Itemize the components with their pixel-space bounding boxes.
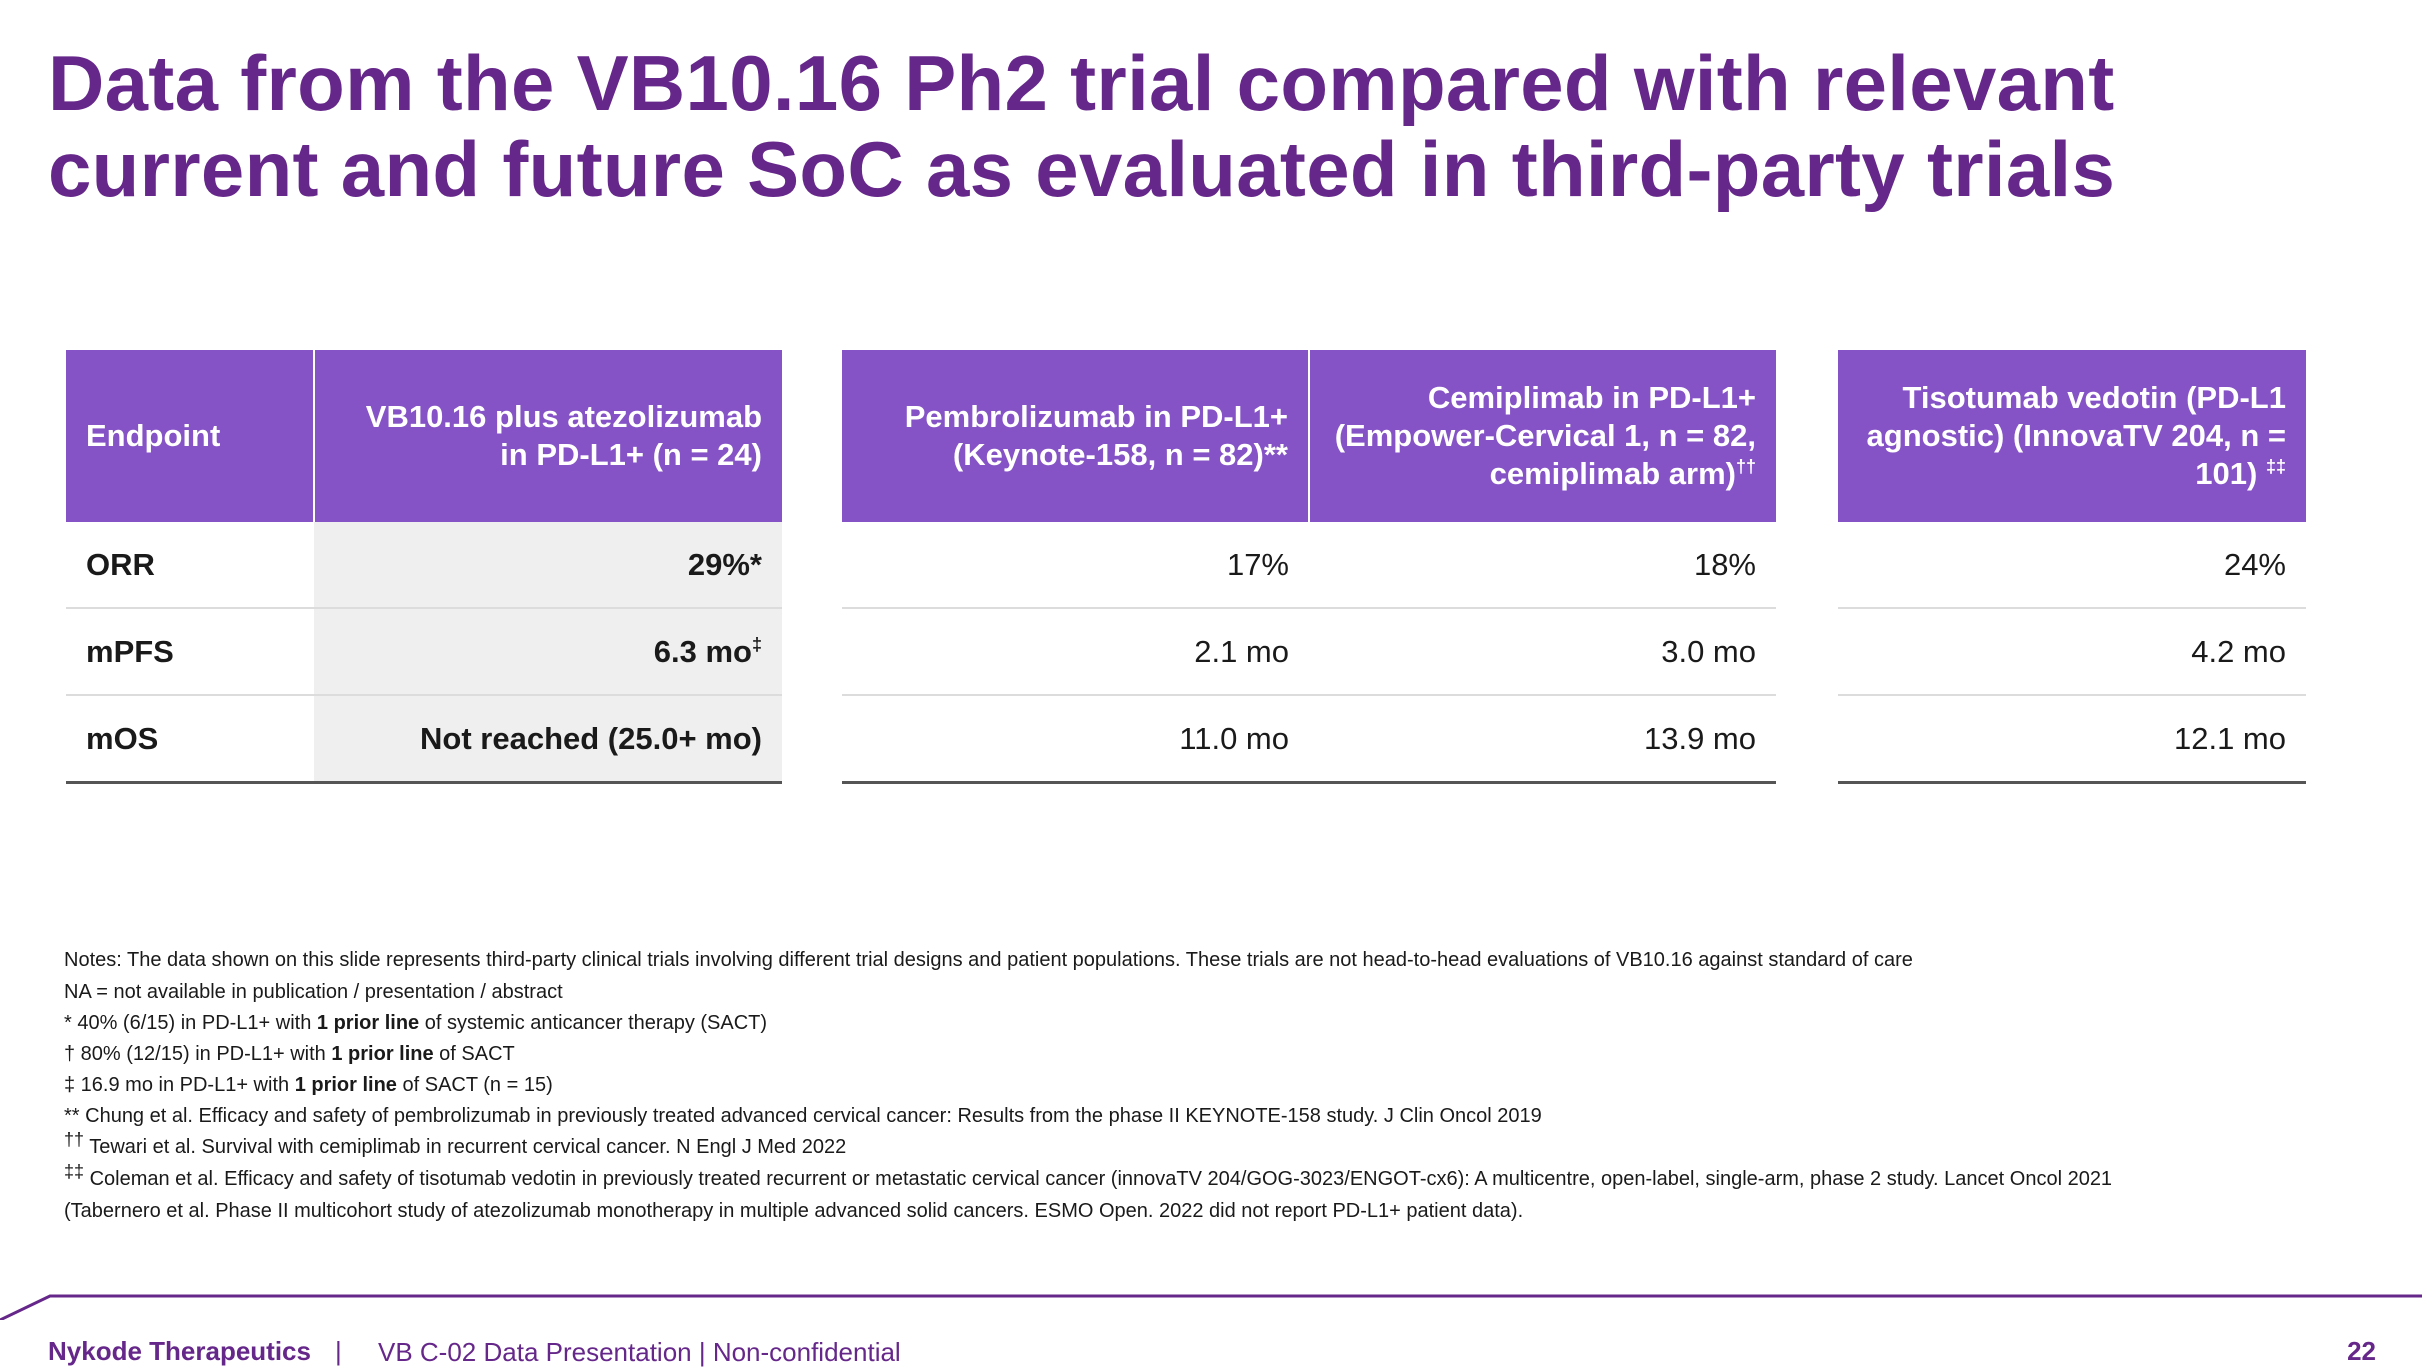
- footnote-mark: ‡: [751, 634, 762, 655]
- table-row: mPFS 6.3 mo‡: [66, 608, 782, 696]
- notes-disclaimer: Notes: The data shown on this slide repr…: [64, 949, 1913, 971]
- footnote-mark: ††: [1735, 456, 1756, 477]
- company-name: Nykode Therapeutics: [48, 1336, 311, 1366]
- reference-tewari: †† Tewari et al. Survival with cemiplima…: [64, 1129, 847, 1158]
- vb1016-mpfs: 6.3 mo‡: [314, 608, 782, 696]
- slide-title: Data from the VB10.16 Ph2 trial compared…: [48, 39, 2116, 213]
- cemiplimab-mos: 13.9 mo: [1309, 695, 1776, 784]
- footnotes: Notes: The data shown on this slide repr…: [64, 944, 2304, 1227]
- vb1016-mos: Not reached (25.0+ mo): [314, 695, 782, 784]
- footer-separator: |: [335, 1336, 342, 1366]
- footer-divider: [0, 1294, 2422, 1320]
- vb1016-table: Endpoint VB10.16 plus atezolizumab in PD…: [66, 350, 782, 784]
- table-row: 12.1 mo: [1838, 695, 2306, 784]
- footnote-mark: ‡‡: [2265, 456, 2286, 477]
- tisotumab-mos: 12.1 mo: [1838, 695, 2306, 784]
- footnote-double-dagger: ‡ 16.9 mo in PD-L1+ with 1 prior line of…: [64, 1074, 553, 1096]
- cemiplimab-header: Cemiplimab in PD-L1+ (Empower-Cervical 1…: [1308, 350, 1776, 522]
- page-number: 22: [2347, 1336, 2376, 1366]
- tisotumab-orr: 24%: [1838, 522, 2306, 609]
- table-row: 4.2 mo: [1838, 608, 2306, 696]
- pembrolizumab-header: Pembrolizumab in PD-L1+ (Keynote-158, n …: [842, 350, 1309, 522]
- reference-coleman: ‡‡ Coleman et al. Efficacy and safety of…: [64, 1161, 2113, 1190]
- endpoint-mos: mOS: [66, 695, 314, 784]
- notes-na: NA = not available in publication / pres…: [64, 981, 563, 1003]
- table-row: 24%: [1838, 522, 2306, 609]
- table-row: 2.1 mo 3.0 mo: [842, 608, 1776, 696]
- pembrolizumab-orr: 17%: [842, 522, 1309, 609]
- reference-chung: ** Chung et al. Efficacy and safety of p…: [64, 1105, 1542, 1127]
- reference-tabernero: (Tabernero et al. Phase II multicohort s…: [64, 1200, 1524, 1222]
- table-row: ORR 29%*: [66, 522, 782, 609]
- footnote-dagger: † 80% (12/15) in PD-L1+ with 1 prior lin…: [64, 1043, 515, 1065]
- tisotumab-header: Tisotumab vedotin (PD-L1 agnostic) (Inno…: [1838, 350, 2306, 522]
- pembrolizumab-mpfs: 2.1 mo: [842, 608, 1309, 696]
- cemiplimab-mpfs: 3.0 mo: [1309, 608, 1776, 696]
- comparator-table: Pembrolizumab in PD-L1+ (Keynote-158, n …: [842, 350, 1776, 784]
- endpoint-header: Endpoint: [66, 350, 314, 522]
- tisotumab-table: Tisotumab vedotin (PD-L1 agnostic) (Inno…: [1838, 350, 2306, 784]
- footnote-star: * 40% (6/15) in PD-L1+ with 1 prior line…: [64, 1012, 768, 1034]
- vb1016-header: VB10.16 plus atezolizumab in PD-L1+ (n =…: [313, 350, 782, 522]
- tisotumab-mpfs: 4.2 mo: [1838, 608, 2306, 696]
- table-row: 17% 18%: [842, 522, 1776, 609]
- endpoint-mpfs: mPFS: [66, 608, 314, 696]
- presentation-title: VB C-02 Data Presentation | Non-confiden…: [378, 1337, 901, 1367]
- vb1016-orr: 29%*: [314, 522, 782, 609]
- cemiplimab-orr: 18%: [1309, 522, 1776, 609]
- pembrolizumab-mos: 11.0 mo: [842, 695, 1309, 784]
- table-row: mOS Not reached (25.0+ mo): [66, 695, 782, 784]
- table-row: 11.0 mo 13.9 mo: [842, 695, 1776, 784]
- endpoint-orr: ORR: [66, 522, 314, 609]
